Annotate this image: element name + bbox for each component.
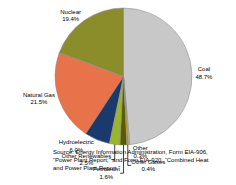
svg-text:Petroleum1.6%: Petroleum1.6%: [93, 166, 120, 180]
svg-text:Other Gases0.4%: Other Gases0.4%: [131, 159, 165, 173]
svg-text:Nuclear19.4%: Nuclear19.4%: [60, 9, 81, 23]
svg-text:Natural Gas21.5%: Natural Gas21.5%: [23, 92, 55, 106]
svg-text:Source: Energy Information Adm: Source: Energy Information Administratio…: [53, 149, 209, 171]
svg-text:Coal48.7%: Coal48.7%: [195, 66, 213, 80]
svg-text:Other Renewables2.5%: Other Renewables2.5%: [62, 153, 112, 167]
svg-text:Hydroelectric6.0%: Hydroelectric6.0%: [59, 139, 94, 153]
svg-text:Other0.3%: Other0.3%: [133, 145, 148, 159]
